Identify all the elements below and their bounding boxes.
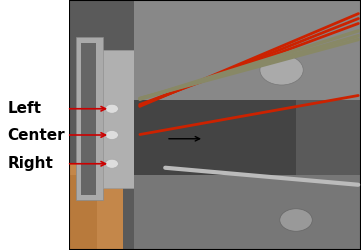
Bar — [76, 38, 103, 200]
Circle shape — [105, 104, 118, 113]
Bar — [134, 0, 296, 250]
Bar — [134, 175, 361, 250]
Circle shape — [260, 55, 303, 85]
Bar — [103, 50, 134, 188]
Bar — [69, 0, 361, 250]
Circle shape — [280, 209, 312, 231]
Text: Center: Center — [7, 128, 65, 142]
Bar — [134, 0, 361, 100]
Bar — [69, 162, 123, 250]
Bar — [81, 42, 96, 195]
Bar — [0, 0, 69, 250]
Bar — [69, 175, 97, 250]
Text: Right: Right — [7, 156, 53, 171]
Circle shape — [105, 159, 118, 168]
Circle shape — [105, 130, 118, 140]
Text: Left: Left — [7, 101, 41, 116]
Bar — [69, 0, 361, 250]
